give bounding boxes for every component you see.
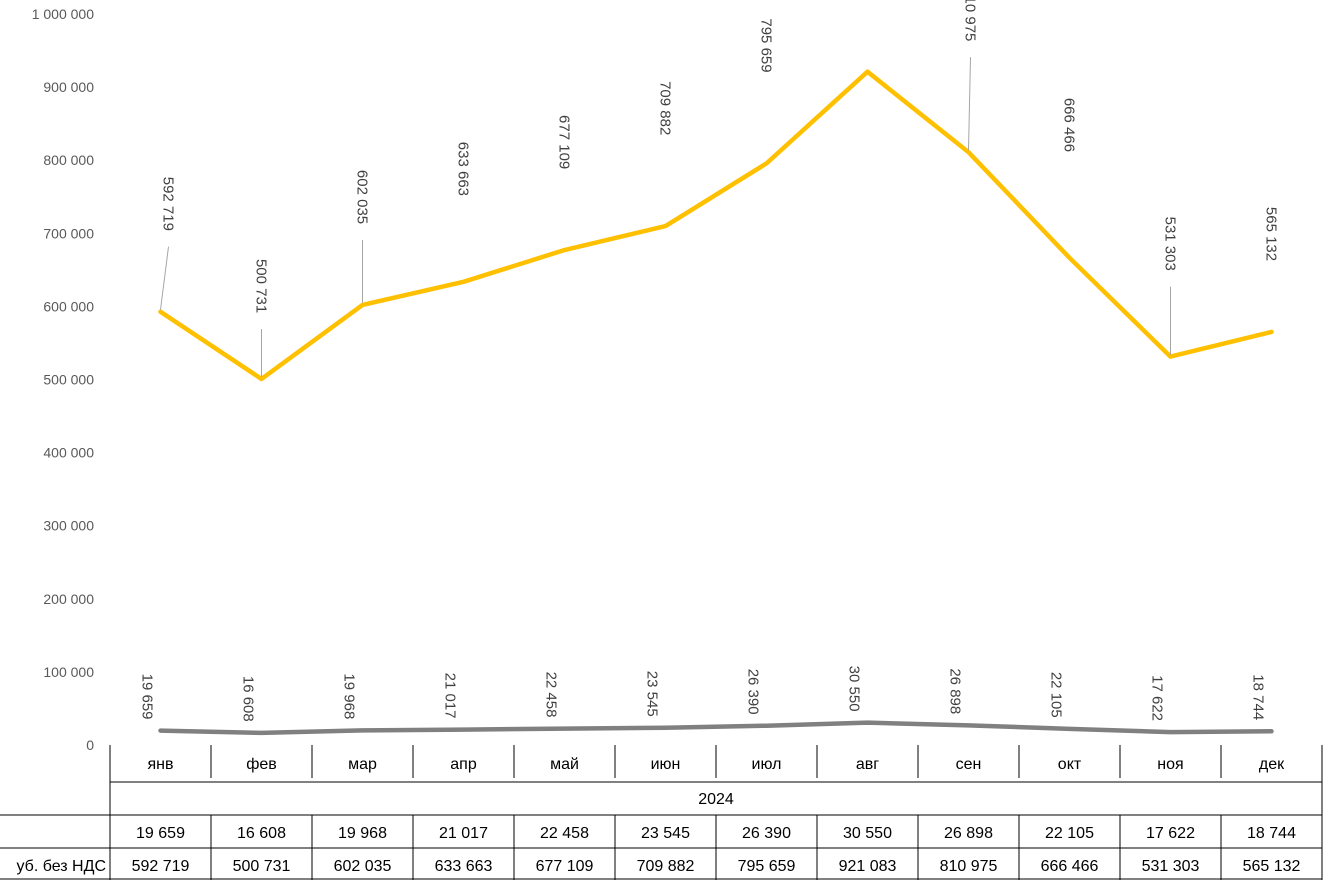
data-label: 810 975 (962, 0, 979, 41)
x-tick-label: янв (148, 756, 174, 773)
table-cell: 18 744 (1247, 825, 1296, 842)
data-label: 709 882 (657, 81, 674, 135)
x-tick-label: окт (1058, 756, 1082, 773)
y-tick-label: 400 000 (43, 445, 94, 461)
data-label: 22 105 (1048, 672, 1065, 718)
y-tick-label: 800 000 (43, 152, 94, 168)
y-tick-label: 900 000 (43, 79, 94, 95)
data-table: янв фев мар апр май июн июл авг сен окт ноя дек 2024… (0, 745, 1323, 880)
x-tick-label: авг (856, 756, 879, 773)
data-label: 19 659 (139, 674, 156, 720)
x-tick-label: апр (450, 756, 477, 773)
table-cell: 810 975 (940, 858, 998, 875)
data-label: 666 466 (1061, 98, 1078, 152)
x-tick-label: дек (1259, 756, 1285, 773)
x-tick-label: мар (348, 756, 377, 773)
y-tick-label: 0 (86, 737, 94, 753)
table-cell: 500 731 (233, 858, 291, 875)
series-line (158, 720, 1274, 736)
y-tick-label: 600 000 (43, 298, 94, 314)
leader-line (968, 57, 971, 151)
data-label: 795 659 (758, 18, 775, 72)
y-tick-label: 300 000 (43, 518, 94, 534)
leader-line (160, 246, 169, 310)
data-label: 677 109 (556, 115, 573, 169)
x-tick-label: июн (651, 756, 681, 773)
x-tick-label: сен (956, 756, 982, 773)
x-tick-label: ноя (1157, 756, 1183, 773)
data-label: 23 545 (644, 671, 661, 717)
table-cell: 602 035 (334, 858, 392, 875)
table-cell: 795 659 (738, 858, 796, 875)
data-label: 26 898 (947, 668, 964, 714)
y-tick-label: 1 000 000 (32, 6, 94, 22)
data-label: 16 608 (240, 676, 257, 722)
data-label: 592 719 (160, 177, 177, 231)
table-cell: 26 390 (742, 825, 791, 842)
table-cell: 16 608 (237, 825, 286, 842)
y-tick-label: 200 000 (43, 591, 94, 607)
y-tick-label: 100 000 (43, 664, 94, 680)
x-group-label: 2024 (698, 791, 734, 808)
data-labels: 592 719 500 731 602 035 633 663 677 109 709 8… (139, 0, 1280, 722)
table-cell: 30 550 (843, 825, 892, 842)
y-axis: 0 100 000 200 000 300 000 400 000 500 000 600 … (32, 6, 95, 753)
table-cell: 592 719 (132, 858, 190, 875)
x-tick-label: май (550, 756, 579, 773)
data-label: 26 390 (745, 669, 762, 715)
data-label: 531 303 (1162, 217, 1179, 271)
table-cell: 633 663 (435, 858, 493, 875)
data-label: 18 744 (1250, 674, 1267, 720)
data-label: 633 663 (455, 142, 472, 196)
data-label: 30 550 (846, 666, 863, 712)
data-label: 602 035 (354, 170, 371, 224)
table-cell: 709 882 (637, 858, 695, 875)
table-cell: 921 083 (839, 858, 897, 875)
table-row-label: уб. без НДС (17, 858, 107, 875)
table-cell: 565 132 (1243, 858, 1301, 875)
plot-area (158, 69, 1274, 736)
table-cell: 22 458 (540, 825, 589, 842)
table-cell: 23 545 (641, 825, 690, 842)
table-cell: 531 303 (1142, 858, 1200, 875)
table-cell: 22 105 (1045, 825, 1094, 842)
y-tick-label: 700 000 (43, 225, 94, 241)
y-tick-label: 500 000 (43, 372, 94, 388)
x-tick-label: фев (246, 756, 277, 773)
table-cell: 17 622 (1146, 825, 1195, 842)
table-cell: 19 659 (136, 825, 185, 842)
data-label: 17 622 (1149, 675, 1166, 721)
data-label: 22 458 (543, 672, 560, 718)
data-label: 565 132 (1263, 207, 1280, 261)
data-label: 500 731 (253, 259, 270, 313)
series-line (158, 69, 1274, 382)
table-cell: 26 898 (944, 825, 993, 842)
table-cell: 21 017 (439, 825, 488, 842)
table-cell: 19 968 (338, 825, 387, 842)
data-label: 21 017 (442, 673, 459, 719)
x-tick-label: июл (752, 756, 782, 773)
table-cell: 677 109 (536, 858, 594, 875)
data-label: 19 968 (341, 673, 358, 719)
table-cell: 666 466 (1041, 858, 1099, 875)
